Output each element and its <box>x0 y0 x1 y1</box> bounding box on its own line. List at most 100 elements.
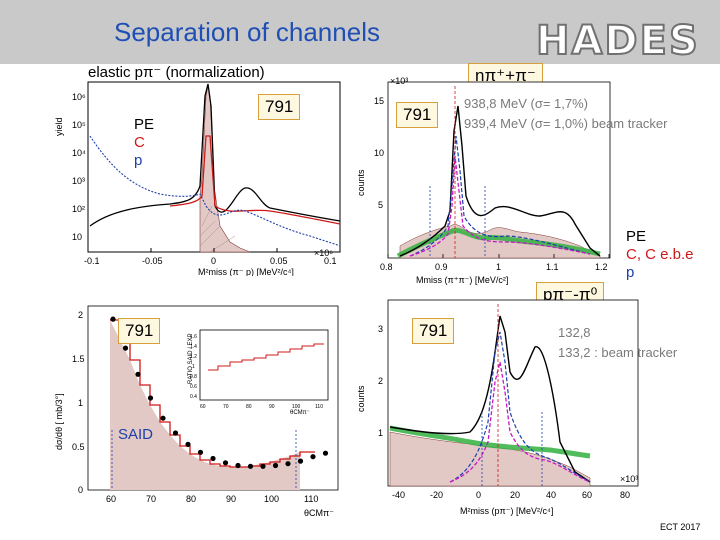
x-tick-label: 0.1 <box>324 256 337 266</box>
inset-y-tick: 1.4 <box>190 344 197 350</box>
ppipi0-plot: -40 -20 0 20 40 60 80 1 2 3 ×10³ M²miss … <box>356 299 639 516</box>
y-axis-label: yield <box>54 117 64 136</box>
y-tick-label: 2 <box>78 310 83 320</box>
beam-label-bottom-left: 791 <box>118 318 161 344</box>
y-tick-label: 10³ <box>72 176 85 186</box>
y-tick-label: 1.5 <box>72 354 85 364</box>
legend-right-p: p <box>626 264 635 281</box>
axis-multiplier: ×10³ <box>390 76 408 86</box>
data-point <box>122 345 129 351</box>
x-axis-label: Mmiss (π⁺π⁻) [MeV/c²] <box>416 275 508 285</box>
green-band <box>396 227 601 259</box>
x-tick-label: 0.9 <box>435 262 448 272</box>
inset-y-tick: 1.2 <box>190 354 197 360</box>
legend-left-c: C <box>134 134 145 151</box>
inset-x-tick: 100 <box>292 404 301 410</box>
axis-multiplier: ×10⁶ <box>314 248 333 258</box>
elastic-label: elastic pπ⁻ (normalization) <box>88 64 265 81</box>
beam-label-bottom-right: 791 <box>412 318 455 344</box>
legend-left-pe: PE <box>134 116 155 133</box>
legend-right-c: C, C e.b.e <box>626 246 694 263</box>
data-point <box>160 415 166 421</box>
x-tick-label: 1.1 <box>546 262 559 272</box>
blue-dashed-curve <box>409 135 591 257</box>
beam-label-top-right: 791 <box>396 102 439 128</box>
inset-x-tick: 80 <box>246 404 252 410</box>
x-tick-label: 80 <box>620 490 630 500</box>
black-curve <box>89 83 341 227</box>
y-tick-label: 0 <box>78 485 83 495</box>
y-tick-label: 3 <box>378 324 383 334</box>
data-point <box>285 461 291 467</box>
top-mass-2: 939,4 MeV (σ= 1,0%) beam tracker <box>464 116 668 131</box>
blue-dashed-curve <box>449 331 591 483</box>
x-tick-label: 70 <box>146 494 156 504</box>
filled-histogram <box>110 320 300 490</box>
data-point <box>272 462 279 469</box>
x-tick-label: 110 <box>304 494 318 504</box>
green-band <box>389 425 591 459</box>
x-tick-label: -40 <box>392 490 405 500</box>
y-tick-label: 10² <box>72 204 85 214</box>
data-point <box>235 462 241 469</box>
x-tick-label: 0 <box>211 256 216 266</box>
slide-title: Separation of channels <box>114 17 380 47</box>
x-ticks <box>387 254 610 258</box>
inset-y-tick: 0.8 <box>190 374 197 380</box>
data-point <box>197 449 204 455</box>
axis-multiplier: ×10³ <box>620 474 638 484</box>
x-axis-label: M²miss (pπ⁻) [MeV²/c⁴] <box>460 506 553 516</box>
inset-red-step <box>208 343 324 371</box>
y-tick-label: 10 <box>72 232 82 242</box>
y-tick-label: 10⁴ <box>72 148 86 158</box>
inset-x-tick: 70 <box>223 404 229 410</box>
y-tick-label: 5 <box>378 200 383 210</box>
hades-logo: HADES <box>535 17 700 65</box>
data-point <box>172 430 179 436</box>
inset-y-tick: 1 <box>192 364 195 370</box>
x-tick-label: 0.8 <box>380 262 393 272</box>
data-points <box>110 316 329 469</box>
x-tick-label: 80 <box>186 494 196 504</box>
data-point <box>260 463 266 469</box>
bottom-mass-1: 132,8 <box>558 325 591 340</box>
inset-x-tick: 60 <box>200 404 206 410</box>
x-axis-label: M²miss (π⁻ p) [MeV²/c⁴] <box>198 267 294 276</box>
x-tick-label: 1 <box>496 262 501 272</box>
magenta-dashed-curve <box>449 361 591 483</box>
black-curve <box>399 105 601 257</box>
x-axis-label: θCMπ⁻ <box>304 508 334 518</box>
data-point <box>247 463 254 469</box>
footer-text: ECT 2017 <box>660 522 701 532</box>
inset-y-tick: 0.4 <box>190 394 197 400</box>
x-tick-label: 20 <box>510 490 520 500</box>
data-point <box>110 316 116 322</box>
y-axis-label: counts <box>356 169 366 196</box>
x-tick-label: -0.1 <box>84 256 100 266</box>
y-tick-label: 2 <box>378 376 383 386</box>
beam-label-top-left: 791 <box>258 94 301 120</box>
top-mass-1: 938,8 MeV (σ= 1,7%) <box>464 96 589 111</box>
inset-y-label: RATIO SAID / EXP <box>188 333 194 384</box>
blue-dotted-curve <box>89 135 341 247</box>
legend-right-pe: PE <box>626 228 647 245</box>
inset-frame <box>199 329 329 401</box>
y-tick-label: 15 <box>374 96 384 106</box>
bottom-mass-2: 133,2 : beam tracker <box>558 345 678 360</box>
data-point <box>322 450 329 456</box>
legend-left-p: p <box>134 152 143 169</box>
y-tick-label: 10 <box>374 148 384 158</box>
inset-x-label: θCMπ⁻ <box>290 410 310 416</box>
x-tick-label: 90 <box>226 494 236 504</box>
x-tick-label: 60 <box>582 490 592 500</box>
inset-y-tick: 0.6 <box>190 384 197 390</box>
y-tick-label: 0.5 <box>72 442 85 452</box>
inset-y-tick: 1.6 <box>190 334 197 340</box>
inset-x-tick: 90 <box>269 404 275 410</box>
y-tick-label: 1 <box>378 428 383 438</box>
x-tick-label: 40 <box>546 490 556 500</box>
red-step-curve <box>110 319 315 468</box>
elastic-plot: -0.1 -0.05 0 0.05 0.1 10 10² 10³ 10⁴ 10⁵… <box>54 81 341 276</box>
x-ticks <box>87 248 341 252</box>
said-label: SAID <box>118 426 154 443</box>
